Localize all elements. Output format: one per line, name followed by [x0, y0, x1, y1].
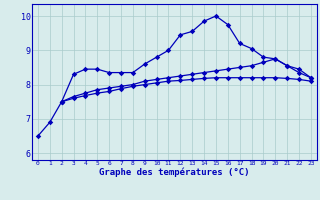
X-axis label: Graphe des températures (°C): Graphe des températures (°C) [99, 168, 250, 177]
